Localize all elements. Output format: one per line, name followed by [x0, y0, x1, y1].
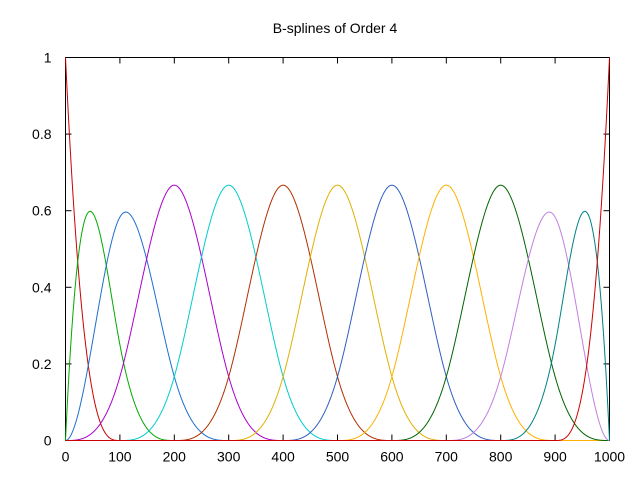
x-tick-label: 400: [271, 449, 295, 465]
y-tick-label: 0.6: [32, 203, 52, 219]
x-tick-label: 100: [108, 449, 132, 465]
x-tick-label: 500: [326, 449, 350, 465]
y-tick-label: 1: [44, 50, 52, 66]
bspline-curve-8: [65, 184, 610, 441]
y-tick-label: 0.8: [32, 126, 52, 142]
bspline-curve-4: [65, 184, 610, 441]
bspline-curve-9: [65, 184, 610, 441]
x-tick-label: 1000: [594, 449, 625, 465]
curves-group: [65, 57, 610, 441]
x-tick-label: 900: [543, 449, 567, 465]
bspline-curve-1: [65, 210, 610, 441]
chart-title: B-splines of Order 4: [273, 20, 398, 36]
x-tick-label: 200: [163, 449, 187, 465]
x-tick-label: 0: [62, 449, 70, 465]
bspline-curve-3: [65, 184, 610, 441]
axis-ticks: 0 100 200 300 400 500 600 700 800 900 1000 0 0.2 0.4 0…: [32, 50, 625, 465]
bspline-curve-10: [65, 211, 610, 441]
y-tick-label: 0.4: [32, 279, 52, 295]
x-tick-label: 700: [435, 449, 459, 465]
y-tick-label: 0: [44, 433, 52, 449]
y-tick-label: 0.2: [32, 356, 52, 372]
bspline-curve-11: [65, 210, 610, 441]
bspline-curve-12: [65, 57, 610, 441]
bspline-curve-6: [65, 184, 610, 441]
bspline-curve-7: [65, 184, 610, 441]
plot-frame: [65, 57, 610, 441]
x-tick-label: 600: [380, 449, 404, 465]
bspline-curve-0: [65, 57, 610, 441]
x-tick-label: 800: [489, 449, 513, 465]
bspline-curve-2: [65, 211, 610, 441]
bspline-curve-5: [65, 184, 610, 441]
x-tick-label: 300: [217, 449, 241, 465]
